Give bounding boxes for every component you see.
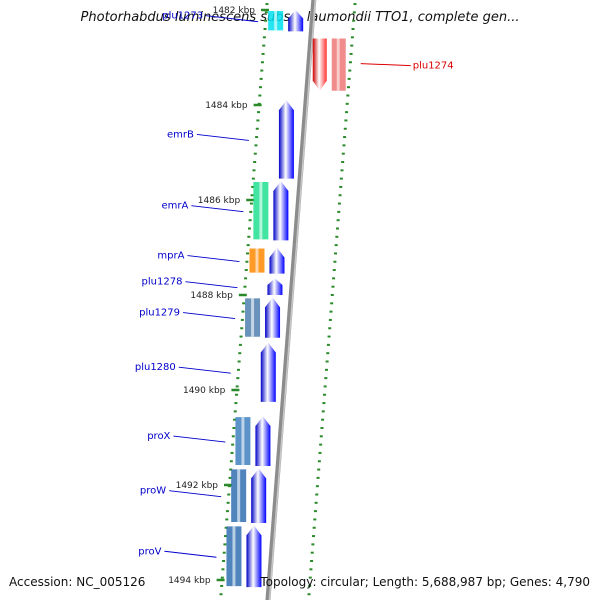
feature-box-shine: [274, 11, 278, 31]
label-leader: [169, 490, 222, 498]
gene-label: plu1279: [139, 308, 180, 319]
gene-arrow: [251, 468, 267, 523]
gene-label: emrA: [162, 201, 189, 212]
gene-arrow: [260, 342, 276, 402]
scale-label: 1492 kbp: [176, 481, 219, 491]
gene-arrow: [255, 416, 271, 466]
label-leader: [178, 366, 231, 374]
gene-label: plu1274: [413, 61, 454, 72]
backbone-highlight: [268, 0, 317, 600]
feature-box-shine: [237, 469, 241, 522]
gene-label: plu1280: [135, 362, 176, 373]
scale-label: 1486 kbp: [198, 196, 241, 206]
scale-label: 1490 kbp: [183, 386, 226, 396]
label-leader: [182, 312, 236, 320]
label-leader: [206, 15, 259, 23]
label-leader: [196, 133, 249, 141]
genome-backbone: [265, 0, 317, 600]
gene-arrow: [273, 181, 289, 241]
gene-arrow: [246, 525, 262, 588]
feature-box-shine: [251, 298, 255, 337]
gene-arrow: [265, 297, 281, 338]
label-leader: [191, 205, 244, 213]
gene-label: emrB: [167, 129, 194, 140]
gene-label: proW: [140, 486, 166, 497]
gene-arrow: [269, 247, 285, 274]
feature-box-shine: [232, 526, 236, 587]
scale-label: 1494 kbp: [168, 576, 211, 586]
gene-label: plu1273: [162, 11, 203, 22]
gene-arrow: [288, 10, 304, 32]
feature-box-shine: [241, 417, 245, 465]
label-leader: [360, 63, 411, 67]
scale-label: 1488 kbp: [190, 291, 233, 301]
label-leader: [173, 435, 226, 443]
genome-info-label: Topology: circular; Length: 5,688,987 bp…: [260, 575, 590, 589]
gene-arrow: [278, 100, 294, 179]
scale-label: 1484 kbp: [205, 101, 248, 111]
scale-label: 1482 kbp: [213, 6, 256, 16]
label-leader: [164, 550, 217, 558]
gene-arrow: [267, 278, 283, 295]
feature-box-shine: [259, 182, 263, 240]
accession-label: Accession: NC_005126: [9, 575, 146, 589]
gene-label: plu1278: [142, 277, 183, 288]
gene-label: proV: [138, 546, 161, 557]
gene-label: mprA: [157, 251, 184, 262]
feature-box-shine: [255, 248, 259, 273]
gene-arrow: [312, 38, 327, 91]
label-leader: [187, 255, 240, 263]
feature-box-shine: [336, 38, 340, 91]
label-leader: [185, 281, 238, 289]
gene-label: proX: [147, 431, 170, 442]
